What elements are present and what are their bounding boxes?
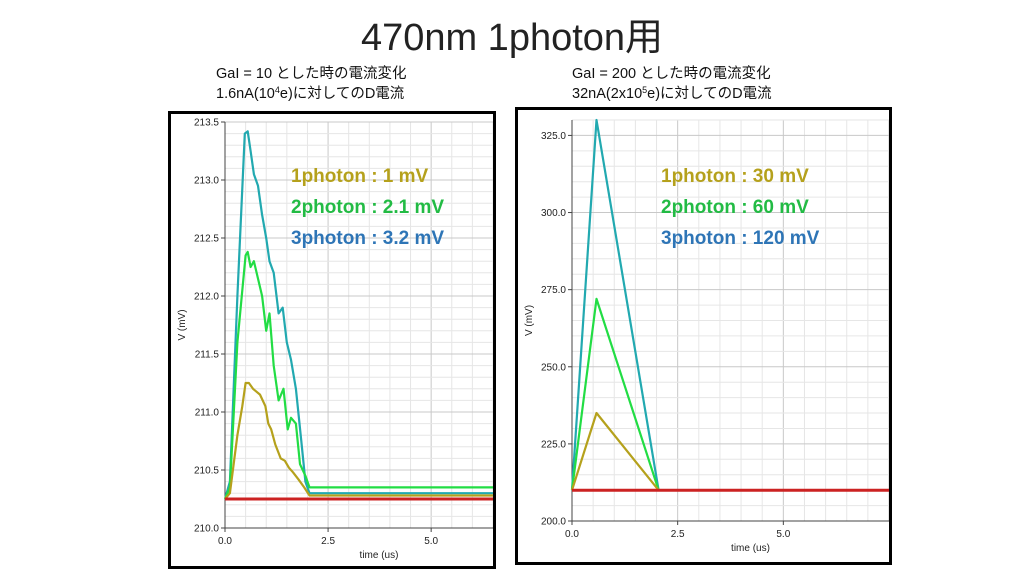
left-legend-3photon: 3photon : 3.2 mV <box>291 228 445 249</box>
plot-grid <box>571 119 889 522</box>
y-tick-label: 211.0 <box>195 408 220 419</box>
left-legend-1photon: 1photon : 1 mV <box>291 166 429 187</box>
y-tick-label: 225.0 <box>541 439 566 450</box>
left-caption-line1: GaI = 10 とした時の電流変化 <box>216 66 407 82</box>
x-tick-label: 2.5 <box>671 529 685 540</box>
slide-title: 470nm 1photon用 <box>360 17 664 59</box>
y-tick-label: 200.0 <box>541 517 566 528</box>
series-line-1 <box>570 297 889 492</box>
series-line-1 <box>223 250 493 500</box>
y-axis-label: V (mV) <box>524 305 535 336</box>
right-legend: 1photon : 30 mV 2photon : 60 mV 3photon … <box>661 161 819 254</box>
left-voltage-chart: 210.0 210.5 211.0 211.5 212.0 212.5 213.0 213.5… <box>177 118 493 561</box>
x-tick-label: 0.0 <box>565 529 579 540</box>
left-caption-line2: 1.6nA(104e)に対してのD電流 <box>216 84 407 104</box>
right-chart-caption: GaI = 200 とした時の電流変化 32nA(2x105e)に対してのD電流 <box>572 64 772 104</box>
right-caption-line2-pre: 32nA(2x10 <box>572 86 643 102</box>
y-tick-label: 300.0 <box>541 208 566 219</box>
left-caption-line2-pre: 1.6nA(10 <box>216 86 275 102</box>
x-axis-label: time (us) <box>360 550 399 561</box>
left-legend: 1photon : 1 mV 2photon : 2.1 mV 3photon … <box>291 161 444 254</box>
right-caption-line1: GaI = 200 とした時の電流変化 <box>572 66 771 82</box>
x-tick-label: 5.0 <box>424 536 438 547</box>
y-tick-label: 325.0 <box>541 131 566 142</box>
y-axis-label: V (mV) <box>177 309 188 340</box>
right-caption-line2: 32nA(2x105e)に対してのD電流 <box>572 84 772 104</box>
right-chart-panel: 200.0 225.0 250.0 275.0 300.0 325.0 0.0 2.5 5.0 t… <box>515 107 892 565</box>
right-legend-3photon: 3photon : 120 mV <box>661 228 820 249</box>
y-tick-label: 210.5 <box>194 466 219 477</box>
left-chart-caption: GaI = 10 とした時の電流変化 1.6nA(104e)に対してのD電流 <box>216 64 407 104</box>
series-line-0 <box>223 130 493 500</box>
y-tick-label: 211.5 <box>195 350 220 361</box>
right-caption-line2-sup: 5 <box>642 85 648 95</box>
y-tick-label: 275.0 <box>541 285 566 296</box>
right-voltage-chart: 200.0 225.0 250.0 275.0 300.0 325.0 0.0 2.5 5.0 t… <box>524 118 889 554</box>
left-legend-2photon: 2photon : 2.1 mV <box>291 197 445 218</box>
x-axis-label: time (us) <box>731 543 770 554</box>
y-tick-label: 212.0 <box>194 292 219 303</box>
y-tick-label: 250.0 <box>541 362 566 373</box>
x-tick-label: 2.5 <box>321 536 335 547</box>
y-tick-label: 213.5 <box>194 118 219 129</box>
right-legend-1photon: 1photon : 30 mV <box>661 166 809 187</box>
series-line-2 <box>570 411 889 492</box>
y-tick-label: 210.0 <box>194 524 219 535</box>
series-line-2 <box>224 381 493 500</box>
left-caption-line2-sup: 4 <box>274 85 280 95</box>
y-tick-label: 213.0 <box>194 176 219 187</box>
x-tick-label: 0.0 <box>218 536 232 547</box>
x-tick-label: 5.0 <box>776 529 790 540</box>
y-tick-label: 212.5 <box>194 234 219 245</box>
left-chart-panel: 210.0 210.5 211.0 211.5 212.0 212.5 213.0 213.5… <box>168 111 496 569</box>
left-caption-line2-post: e)に対してのD電流 <box>279 86 405 102</box>
right-legend-2photon: 2photon : 60 mV <box>661 197 809 218</box>
right-caption-line2-post: e)に対してのD電流 <box>647 86 772 102</box>
